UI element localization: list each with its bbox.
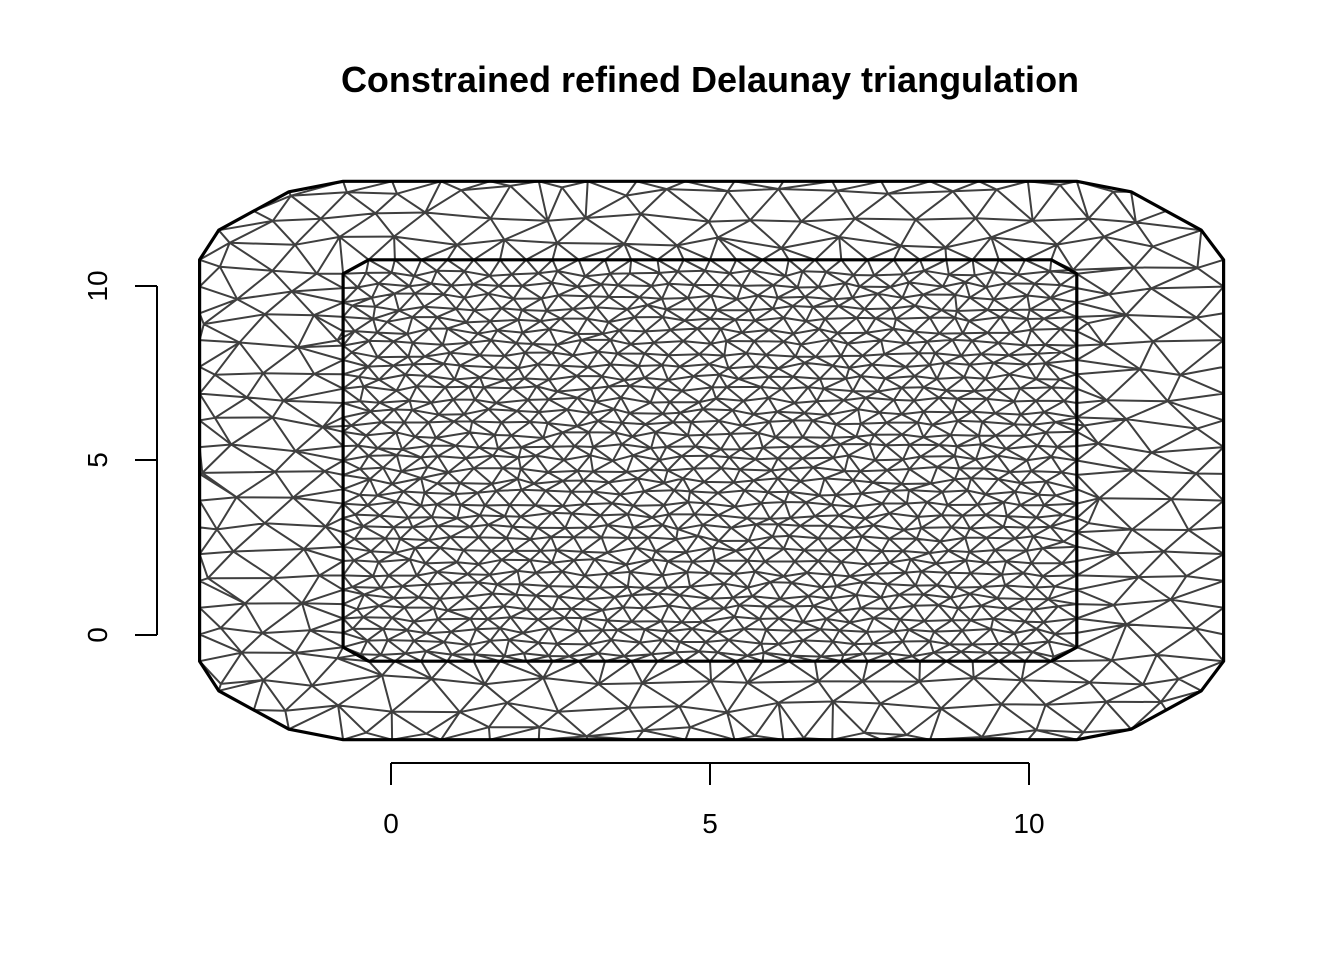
x-tick-label-0: 0 <box>383 808 399 839</box>
triangle-edges <box>198 180 1225 741</box>
x-tick-label-5: 5 <box>702 808 718 839</box>
y-tick-label-0: 0 <box>82 627 113 643</box>
outer-boundary <box>198 179 1226 742</box>
mesh-boundaries <box>198 179 1226 742</box>
x-tick-label-10: 10 <box>1013 808 1044 839</box>
y-axis: 0 5 10 <box>82 270 158 643</box>
y-tick-label-10: 10 <box>82 270 113 301</box>
chart-title: Constrained refined Delaunay triangulati… <box>341 59 1079 100</box>
y-tick-label-5: 5 <box>82 452 113 468</box>
inner-boundary <box>341 258 1079 663</box>
x-axis: 0 5 10 <box>383 762 1045 839</box>
mesh-edges <box>198 180 1225 741</box>
